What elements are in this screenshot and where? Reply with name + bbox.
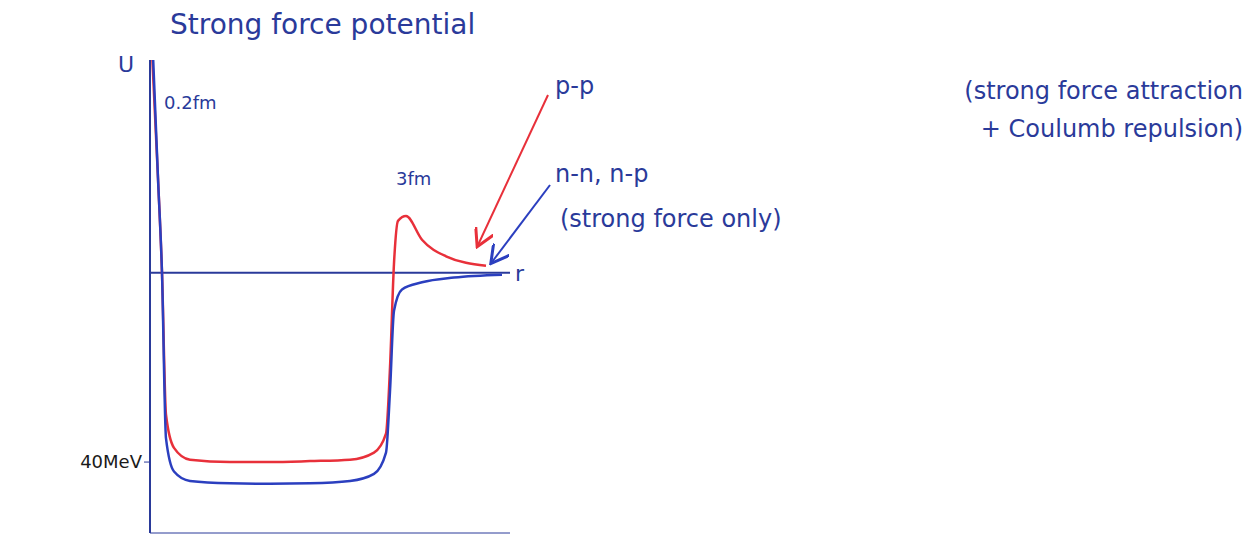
html-text:p-p: p-p xyxy=(555,72,595,100)
svg-text:3fm: 3fm xyxy=(396,168,431,189)
html-text:n-n, n-p: n-n, n-p xyxy=(555,160,649,188)
svg-text:40MeV: 40MeV xyxy=(80,451,143,472)
svg-text:r: r xyxy=(515,261,525,286)
html-text:(strong force attraction: (strong force attraction xyxy=(964,77,1243,105)
html-text:U: U xyxy=(118,52,135,77)
svg-text:0.2fm: 0.2fm xyxy=(164,92,217,113)
html-text:(strong force only): (strong force only) xyxy=(560,205,782,233)
html-text:+ Coulumb repulsion): + Coulumb repulsion) xyxy=(980,115,1243,143)
html-text:Strong force potential: Strong force potential xyxy=(170,8,476,41)
